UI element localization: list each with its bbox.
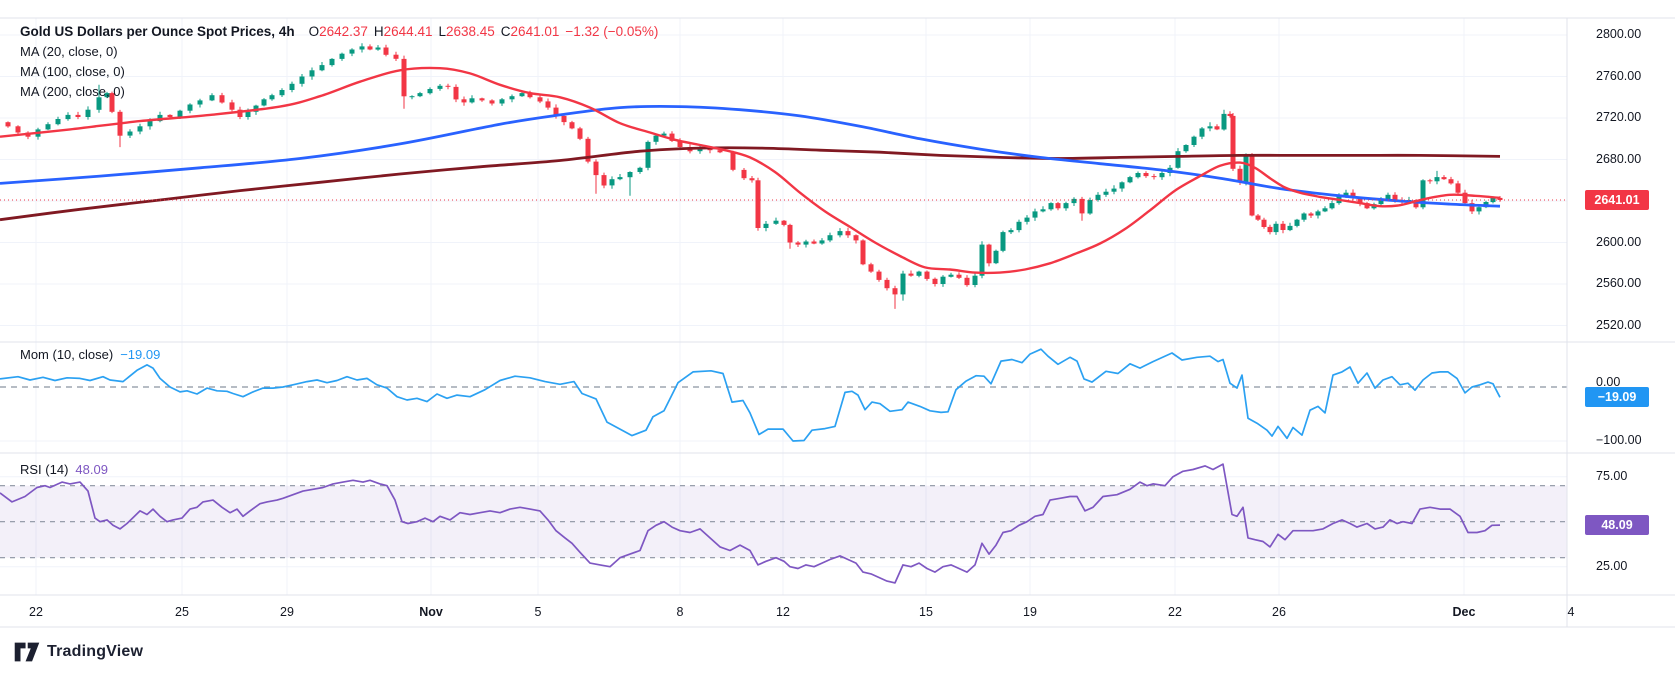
time-axis-label: 22 <box>29 605 43 619</box>
time-axis-label: 19 <box>1023 605 1037 619</box>
time-axis-label: 22 <box>1168 605 1182 619</box>
tradingview-logo-icon <box>14 642 40 662</box>
time-axis-label: 5 <box>534 605 542 619</box>
rsi-pane-label[interactable]: RSI (14) 48.09 <box>20 462 108 477</box>
price-axis-label: −100.00 <box>1596 433 1642 447</box>
price-axis-label: 2520.00 <box>1596 317 1642 332</box>
time-axis-label: 12 <box>776 605 790 619</box>
close-value: 2641.01 <box>510 24 560 39</box>
price-axis-label: 2720.00 <box>1596 110 1642 124</box>
high-label: H <box>373 24 384 39</box>
rsi-value: 48.09 <box>75 462 108 477</box>
close-label: C <box>500 24 511 39</box>
price-axis-label: 2760.00 <box>1596 68 1642 83</box>
overlay-ma200-label[interactable]: MA (200, close, 0) <box>20 84 125 99</box>
price-axis-label: 2680.00 <box>1596 151 1642 166</box>
change-value: −1.32 (−0.05%) <box>565 24 659 39</box>
momentum-label: Mom (10, close) <box>20 347 114 362</box>
time-axis-label: Dec <box>1452 605 1476 619</box>
momentum-value: −19.09 <box>120 347 161 362</box>
rsi-label: RSI (14) <box>20 462 69 477</box>
tradingview-logo[interactable]: TradingView <box>14 641 143 663</box>
symbol-title-row[interactable]: Gold US Dollars per Ounce Spot Prices, 4… <box>20 22 658 42</box>
open-label: O <box>308 24 320 39</box>
time-axis-label: 25 <box>175 605 189 619</box>
low-value: 2638.45 <box>445 24 495 39</box>
price-axis-label: 2600.00 <box>1596 234 1642 249</box>
last-price-badge: 2641.01 <box>1585 189 1649 210</box>
low-label: L <box>438 24 446 39</box>
time-axis-label: 8 <box>676 605 684 619</box>
time-axis-label: 15 <box>919 605 933 619</box>
momentum-pane-label[interactable]: Mom (10, close) −19.09 <box>20 347 160 362</box>
tradingview-logo-text: TradingView <box>47 643 144 660</box>
time-axis-label: Nov <box>419 605 443 619</box>
overlay-ma20-label[interactable]: MA (20, close, 0) <box>20 44 118 59</box>
time-axis-label: 29 <box>280 605 294 619</box>
overlay-ma100-label[interactable]: MA (100, close, 0) <box>20 64 125 79</box>
price-axis-label: 25.00 <box>1596 558 1628 573</box>
price-axis-label: 2560.00 <box>1596 276 1642 290</box>
price-axis-label: 2800.00 <box>1596 27 1642 41</box>
symbol-title: Gold US Dollars per Ounce Spot Prices, 4… <box>20 24 295 39</box>
price-axis-label: 0.00 <box>1596 375 1621 389</box>
momentum-badge: −19.09 <box>1585 387 1649 408</box>
open-value: 2642.37 <box>319 24 368 39</box>
rsi-badge: 48.09 <box>1585 515 1649 536</box>
price-axis-label: 75.00 <box>1596 468 1628 483</box>
time-axis-label: 26 <box>1272 605 1286 619</box>
high-value: 2644.41 <box>383 24 433 39</box>
time-axis-label: 4 <box>1567 605 1575 619</box>
legend: Gold US Dollars per Ounce Spot Prices, 4… <box>20 22 658 102</box>
